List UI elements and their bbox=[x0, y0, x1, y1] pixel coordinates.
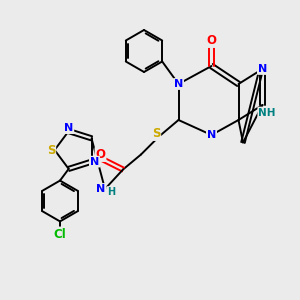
Text: N: N bbox=[96, 184, 105, 194]
Text: O: O bbox=[95, 148, 106, 161]
Text: O: O bbox=[206, 34, 217, 47]
Text: NH: NH bbox=[258, 107, 276, 118]
Text: N: N bbox=[174, 79, 183, 89]
Text: N: N bbox=[90, 157, 99, 167]
Text: N: N bbox=[258, 64, 267, 74]
Text: S: S bbox=[47, 143, 55, 157]
Text: H: H bbox=[107, 187, 115, 197]
Text: N: N bbox=[64, 123, 73, 133]
Text: Cl: Cl bbox=[54, 227, 66, 241]
Text: N: N bbox=[207, 130, 216, 140]
Text: S: S bbox=[152, 127, 160, 140]
